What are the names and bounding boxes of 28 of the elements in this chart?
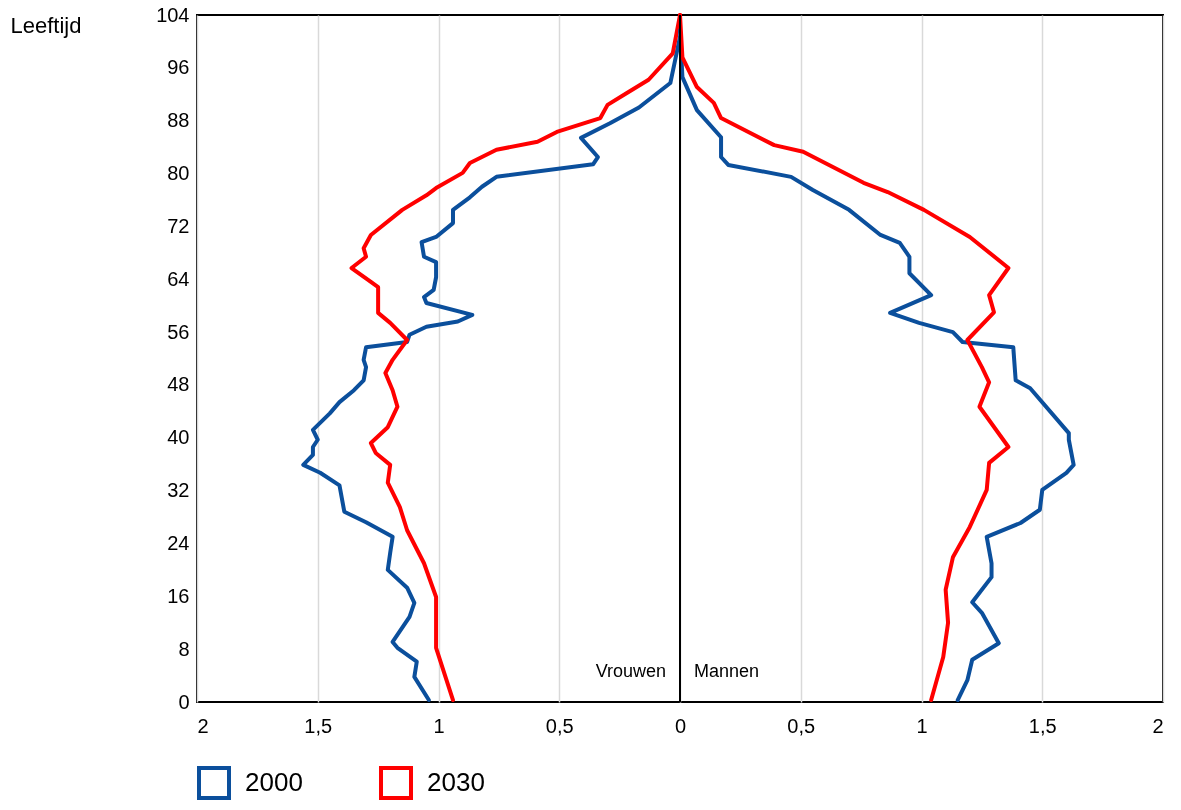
y-tick-label: 72 xyxy=(167,214,190,237)
x-tick-label: 1 xyxy=(433,714,445,737)
y-tick-label: 8 xyxy=(178,637,190,660)
x-tick-label: 2 xyxy=(197,714,209,737)
y-axis-title: Leeftijd xyxy=(10,12,82,38)
legend-label: 2030 xyxy=(427,767,485,797)
y-tick-label: 24 xyxy=(167,531,190,554)
y-tick-label: 16 xyxy=(167,584,190,607)
x-tick-label: 1 xyxy=(916,714,928,737)
y-tick-label: 0 xyxy=(178,690,190,713)
y-tick-label: 56 xyxy=(167,320,190,343)
annotation: Mannen xyxy=(694,661,760,681)
y-tick-label: 40 xyxy=(167,426,190,449)
x-tick-label: 1,5 xyxy=(1028,714,1057,737)
y-tick-label: 88 xyxy=(167,109,190,132)
y-tick-label: 32 xyxy=(167,479,190,502)
x-tick-label: 0 xyxy=(674,714,687,737)
y-tick-label: 80 xyxy=(167,162,190,185)
x-tick-label: 2 xyxy=(1152,714,1164,737)
x-tick-label: 0,5 xyxy=(787,714,816,737)
x-tick-label: 0,5 xyxy=(545,714,574,737)
annotation: Vrouwen xyxy=(595,661,666,681)
y-tick-label: 64 xyxy=(167,267,190,290)
y-tick-label: 96 xyxy=(167,56,190,79)
legend-label: 2000 xyxy=(245,767,303,797)
y-tick-label: 48 xyxy=(167,373,190,396)
y-tick-label: 104 xyxy=(156,3,190,26)
x-tick-label: 1,5 xyxy=(304,714,333,737)
